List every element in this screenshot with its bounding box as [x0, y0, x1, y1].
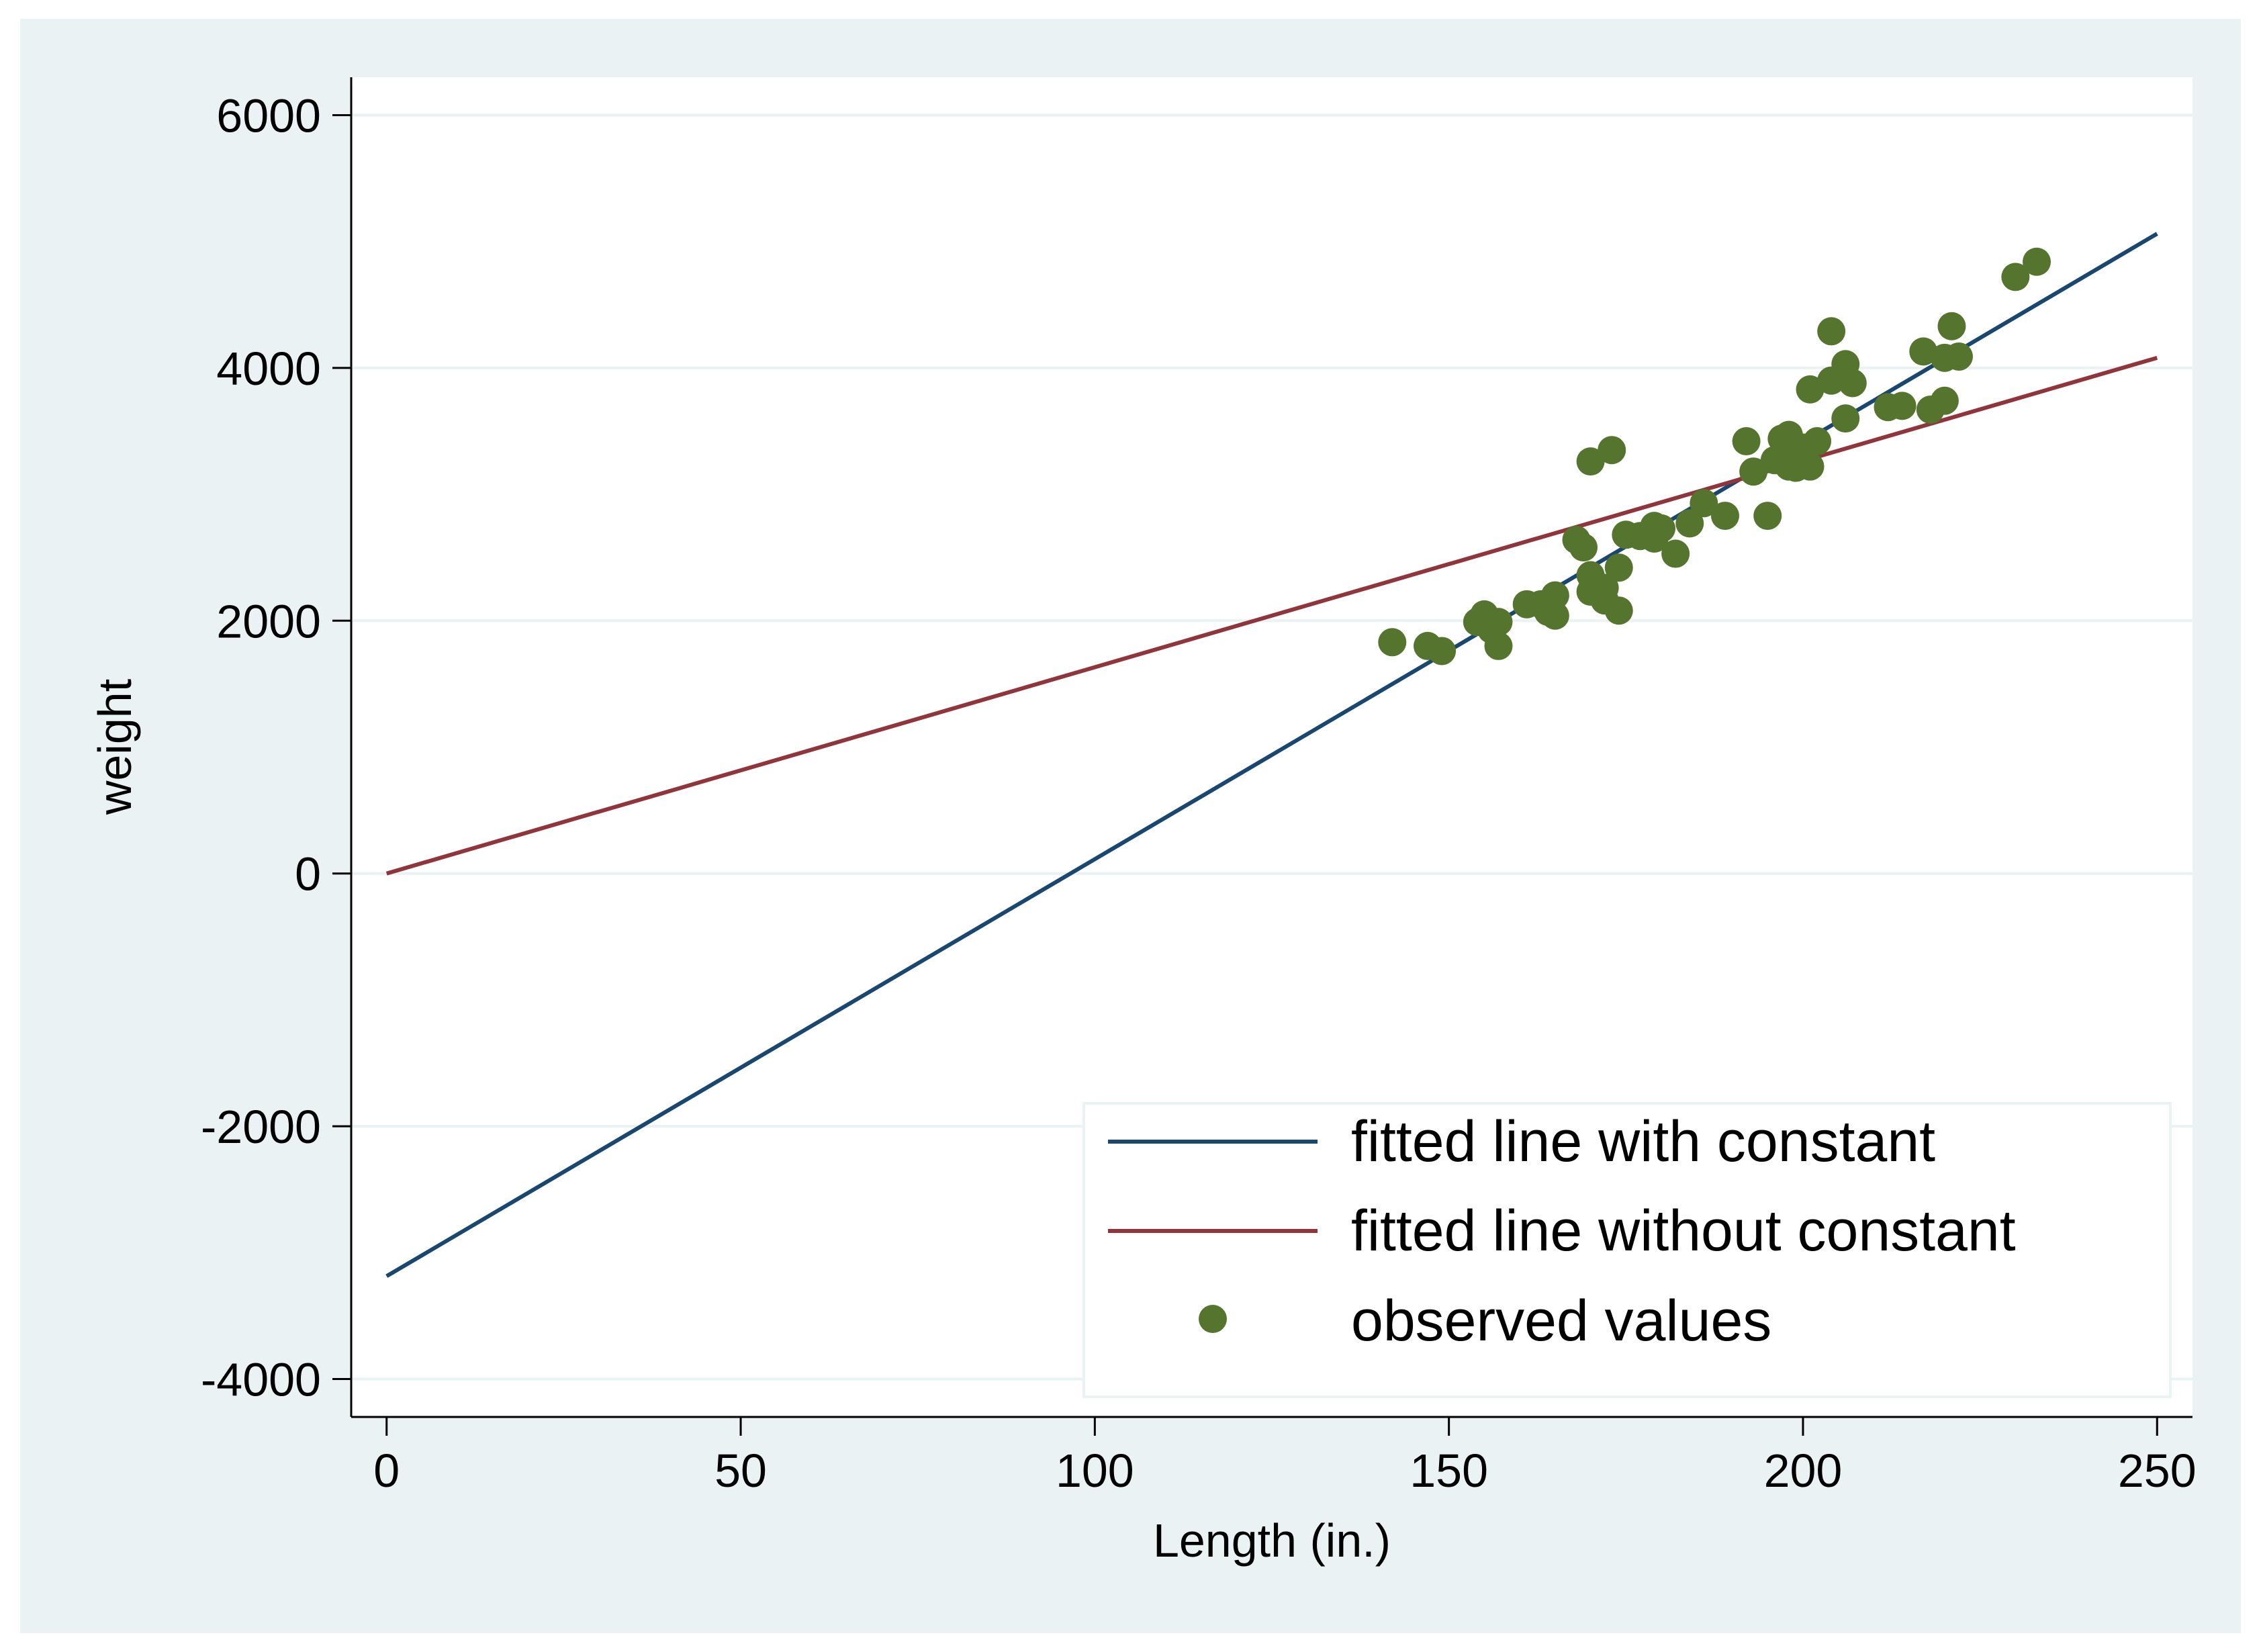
legend-box — [1082, 1102, 2172, 1398]
observed-point — [1732, 427, 1761, 456]
observed-point — [2001, 263, 2030, 291]
x-ticks: 0 50 100 150 200 250 — [373, 1417, 2197, 1497]
y-tick-label: -2000 — [201, 1101, 321, 1153]
y-tick-label: 0 — [295, 848, 321, 901]
legend-label-with-constant: fitted line with constant — [1351, 1109, 1935, 1174]
y-ticks: -4000 -2000 0 2000 4000 6000 — [201, 89, 351, 1406]
x-tick-label: 150 — [1410, 1444, 1488, 1497]
legend: fitted line with constant fitted line wi… — [1082, 1102, 2172, 1398]
x-tick-label: 200 — [1764, 1444, 1843, 1497]
y-tick-label: -4000 — [201, 1354, 321, 1406]
y-tick-label: 2000 — [216, 595, 321, 647]
observed-point — [1590, 573, 1619, 602]
observed-point — [1604, 553, 1633, 582]
y-tick-label: 6000 — [216, 89, 321, 142]
legend-label-without-constant: fitted line without constant — [1351, 1199, 2016, 1263]
observed-point — [1690, 489, 1718, 518]
observed-point — [1930, 386, 1959, 415]
observed-point — [1838, 369, 1867, 398]
observed-point — [1796, 375, 1825, 404]
y-axis-title: weight — [89, 679, 141, 815]
observed-point — [1888, 392, 1917, 420]
observed-point — [1710, 502, 1739, 531]
observed-point — [1576, 447, 1605, 476]
observed-point — [1675, 509, 1704, 538]
observed-point — [1796, 452, 1825, 481]
x-tick-label: 100 — [1056, 1444, 1134, 1497]
observed-point — [1937, 312, 1966, 340]
observed-point — [1598, 436, 1626, 465]
observed-point — [1378, 628, 1407, 657]
observed-point — [1944, 342, 1973, 371]
y-tick-label: 4000 — [216, 342, 321, 395]
observed-point — [1569, 533, 1598, 562]
observed-point — [1831, 404, 1860, 433]
legend-label-observed: observed values — [1351, 1289, 1771, 1353]
x-tick-label: 250 — [2118, 1444, 2197, 1497]
fitted-line-without-constant — [385, 355, 2158, 876]
observed-point — [1484, 631, 1513, 660]
x-axis-title: Length (in.) — [1153, 1514, 1391, 1567]
observed-point — [1604, 596, 1633, 625]
observed-point — [1540, 581, 1569, 610]
legend-swatch-observed — [1199, 1305, 1227, 1333]
observed-point — [1817, 317, 1846, 346]
observed-point — [1647, 514, 1676, 543]
observed-point — [1753, 502, 1782, 531]
observed-point — [1661, 539, 1690, 568]
observed-point — [1484, 608, 1513, 637]
x-tick-label: 0 — [373, 1444, 400, 1497]
observed-point — [2022, 247, 2051, 276]
fitted-line-with-constant — [385, 232, 2158, 1278]
series — [385, 232, 2158, 1278]
observed-point — [1909, 337, 1938, 366]
observed-point — [1540, 601, 1569, 630]
observed-point — [1428, 637, 1457, 666]
observed-point — [1803, 427, 1832, 456]
axes — [350, 77, 2193, 1418]
observed-point — [1739, 457, 1768, 486]
x-tick-label: 50 — [714, 1444, 767, 1497]
